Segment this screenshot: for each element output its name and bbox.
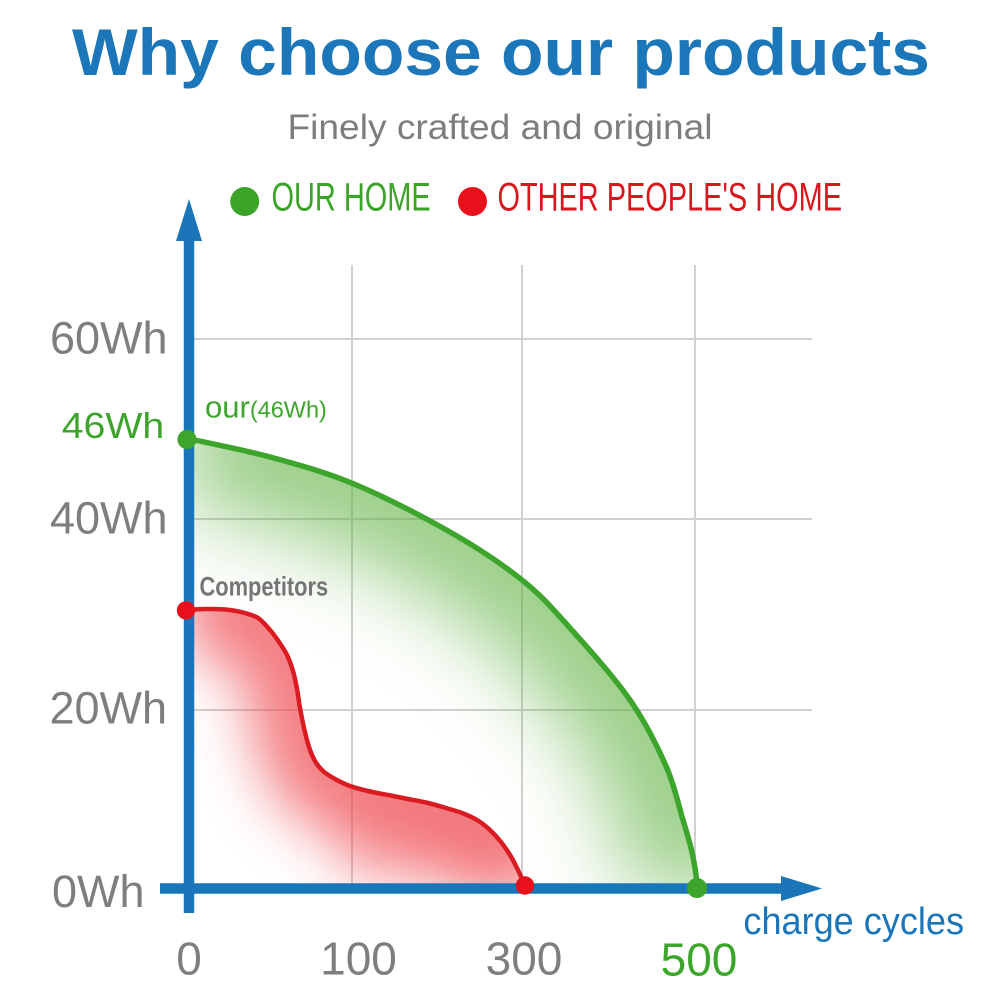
svg-text:Competitors: Competitors [200,572,329,602]
svg-text:OUR HOME: OUR HOME [272,175,431,220]
svg-text:20Wh: 20Wh [50,683,168,734]
svg-text:300: 300 [486,933,563,985]
svg-text:0: 0 [176,933,202,985]
svg-text:40Wh: 40Wh [50,493,168,544]
svg-text:500: 500 [661,934,738,986]
svg-text:OTHER PEOPLE'S HOME: OTHER PEOPLE'S HOME [498,175,842,220]
svg-text:0Wh: 0Wh [52,866,145,917]
svg-text:60Wh: 60Wh [50,313,168,364]
svg-text:Finely crafted and original: Finely crafted and original [288,108,713,147]
svg-text:Why choose our products: Why choose our products [72,15,930,89]
svg-text:100: 100 [320,933,397,985]
svg-text:our(46Wh): our(46Wh) [205,390,327,425]
svg-text:46Wh: 46Wh [62,405,164,445]
svg-text:charge cycles: charge cycles [743,899,964,942]
